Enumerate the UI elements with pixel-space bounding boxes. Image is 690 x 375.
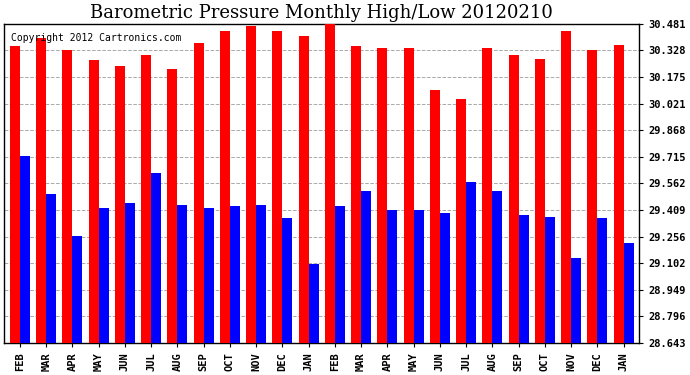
Bar xyxy=(430,90,440,343)
Bar xyxy=(440,213,450,343)
Bar xyxy=(351,46,361,343)
Bar xyxy=(62,50,72,343)
Bar xyxy=(387,210,397,343)
Bar xyxy=(561,31,571,343)
Bar xyxy=(168,69,177,343)
Bar xyxy=(204,208,214,343)
Bar xyxy=(335,206,345,343)
Bar xyxy=(177,205,188,343)
Bar xyxy=(535,58,545,343)
Bar xyxy=(273,31,282,343)
Bar xyxy=(325,20,335,343)
Bar xyxy=(624,243,633,343)
Bar xyxy=(151,173,161,343)
Bar xyxy=(99,208,108,343)
Bar xyxy=(466,182,476,343)
Bar xyxy=(613,45,624,343)
Bar xyxy=(361,190,371,343)
Bar xyxy=(20,156,30,343)
Bar xyxy=(115,66,125,343)
Bar xyxy=(299,36,308,343)
Bar xyxy=(493,190,502,343)
Text: Copyright 2012 Cartronics.com: Copyright 2012 Cartronics.com xyxy=(10,33,181,43)
Bar xyxy=(246,26,256,343)
Bar xyxy=(377,48,387,343)
Bar xyxy=(587,50,598,343)
Bar xyxy=(141,55,151,343)
Title: Barometric Pressure Monthly High/Low 20120210: Barometric Pressure Monthly High/Low 201… xyxy=(90,4,553,22)
Bar xyxy=(598,219,607,343)
Bar xyxy=(10,46,20,343)
Bar xyxy=(256,205,266,343)
Bar xyxy=(230,206,240,343)
Bar xyxy=(89,60,99,343)
Bar xyxy=(308,264,319,343)
Bar xyxy=(413,210,424,343)
Bar xyxy=(46,194,56,343)
Bar xyxy=(519,215,529,343)
Bar xyxy=(482,48,493,343)
Bar xyxy=(282,219,293,343)
Bar xyxy=(125,203,135,343)
Bar xyxy=(36,38,46,343)
Bar xyxy=(571,258,581,343)
Bar xyxy=(509,55,519,343)
Bar xyxy=(545,217,555,343)
Bar xyxy=(404,48,413,343)
Bar xyxy=(72,236,82,343)
Bar xyxy=(456,99,466,343)
Bar xyxy=(220,31,230,343)
Bar xyxy=(194,43,204,343)
